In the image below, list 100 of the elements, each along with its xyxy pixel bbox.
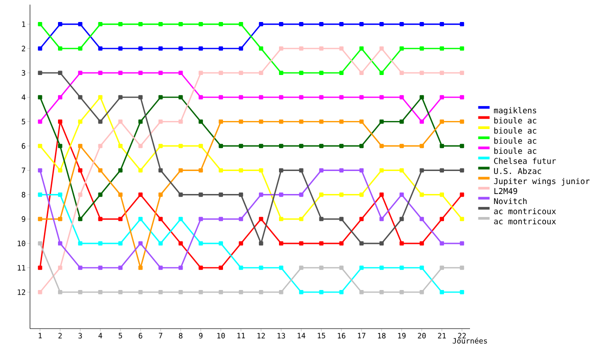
point — [158, 266, 163, 270]
point — [58, 144, 62, 148]
point — [319, 168, 324, 172]
point — [379, 22, 384, 26]
point — [258, 119, 264, 124]
legend-label: Chelsea futur — [494, 158, 556, 164]
point — [379, 144, 384, 148]
point — [460, 216, 464, 222]
point — [379, 290, 384, 294]
point — [420, 192, 424, 197]
point — [299, 22, 304, 26]
point — [38, 22, 42, 26]
point — [218, 192, 224, 197]
point — [158, 95, 163, 100]
point — [339, 95, 344, 100]
point — [400, 144, 404, 148]
point — [78, 22, 82, 26]
point — [359, 22, 364, 26]
point — [279, 95, 284, 100]
point — [299, 290, 304, 294]
point — [440, 46, 444, 51]
point — [359, 119, 364, 124]
point — [420, 46, 424, 51]
point — [460, 46, 464, 51]
point — [78, 192, 82, 197]
point — [339, 144, 344, 148]
point — [218, 266, 224, 270]
point — [198, 144, 203, 148]
point — [218, 46, 224, 51]
point — [238, 168, 244, 172]
point — [299, 119, 304, 124]
point — [379, 95, 384, 100]
point — [98, 290, 102, 294]
point — [38, 168, 42, 172]
point — [279, 119, 284, 124]
point — [359, 266, 364, 270]
point — [420, 95, 424, 100]
point — [279, 241, 284, 246]
point — [58, 119, 62, 124]
point — [178, 241, 183, 246]
point — [58, 168, 62, 172]
legend-label: Novitch — [494, 198, 527, 204]
point — [138, 241, 143, 246]
point — [158, 70, 163, 76]
point — [339, 266, 344, 270]
point — [460, 266, 464, 270]
point — [359, 216, 364, 222]
point — [420, 216, 424, 222]
point — [158, 144, 163, 148]
point — [279, 46, 284, 51]
point — [279, 168, 284, 172]
point — [440, 290, 444, 294]
point — [359, 168, 364, 172]
point — [158, 241, 163, 246]
point — [118, 192, 123, 197]
point — [98, 22, 102, 26]
point — [98, 95, 102, 100]
legend-label: bioule ac — [494, 117, 536, 124]
point — [98, 70, 102, 76]
point — [339, 241, 344, 246]
point — [440, 241, 444, 246]
point — [158, 46, 163, 51]
point — [118, 266, 123, 270]
point — [178, 290, 183, 294]
point — [299, 144, 304, 148]
point — [38, 46, 42, 51]
point — [460, 22, 464, 26]
point — [359, 46, 364, 51]
point — [400, 241, 404, 246]
point — [400, 95, 404, 100]
point — [460, 192, 464, 197]
point — [138, 22, 143, 26]
point — [118, 95, 123, 100]
point — [98, 192, 102, 197]
point — [58, 46, 62, 51]
point — [420, 22, 424, 26]
point — [178, 95, 183, 100]
point — [420, 266, 424, 270]
point — [158, 216, 163, 222]
point — [319, 241, 324, 246]
point — [400, 168, 404, 172]
point — [118, 216, 123, 222]
point — [359, 95, 364, 100]
point — [319, 290, 324, 294]
point — [218, 22, 224, 26]
point — [158, 119, 163, 124]
point — [138, 192, 143, 197]
point — [78, 266, 82, 270]
point — [118, 22, 123, 26]
point — [38, 290, 42, 294]
point — [118, 70, 123, 76]
point — [58, 266, 62, 270]
point — [218, 290, 224, 294]
point — [279, 290, 284, 294]
point — [158, 168, 163, 172]
point — [319, 46, 324, 51]
point — [218, 216, 224, 222]
point — [138, 290, 143, 294]
point — [258, 70, 264, 76]
point — [359, 241, 364, 246]
